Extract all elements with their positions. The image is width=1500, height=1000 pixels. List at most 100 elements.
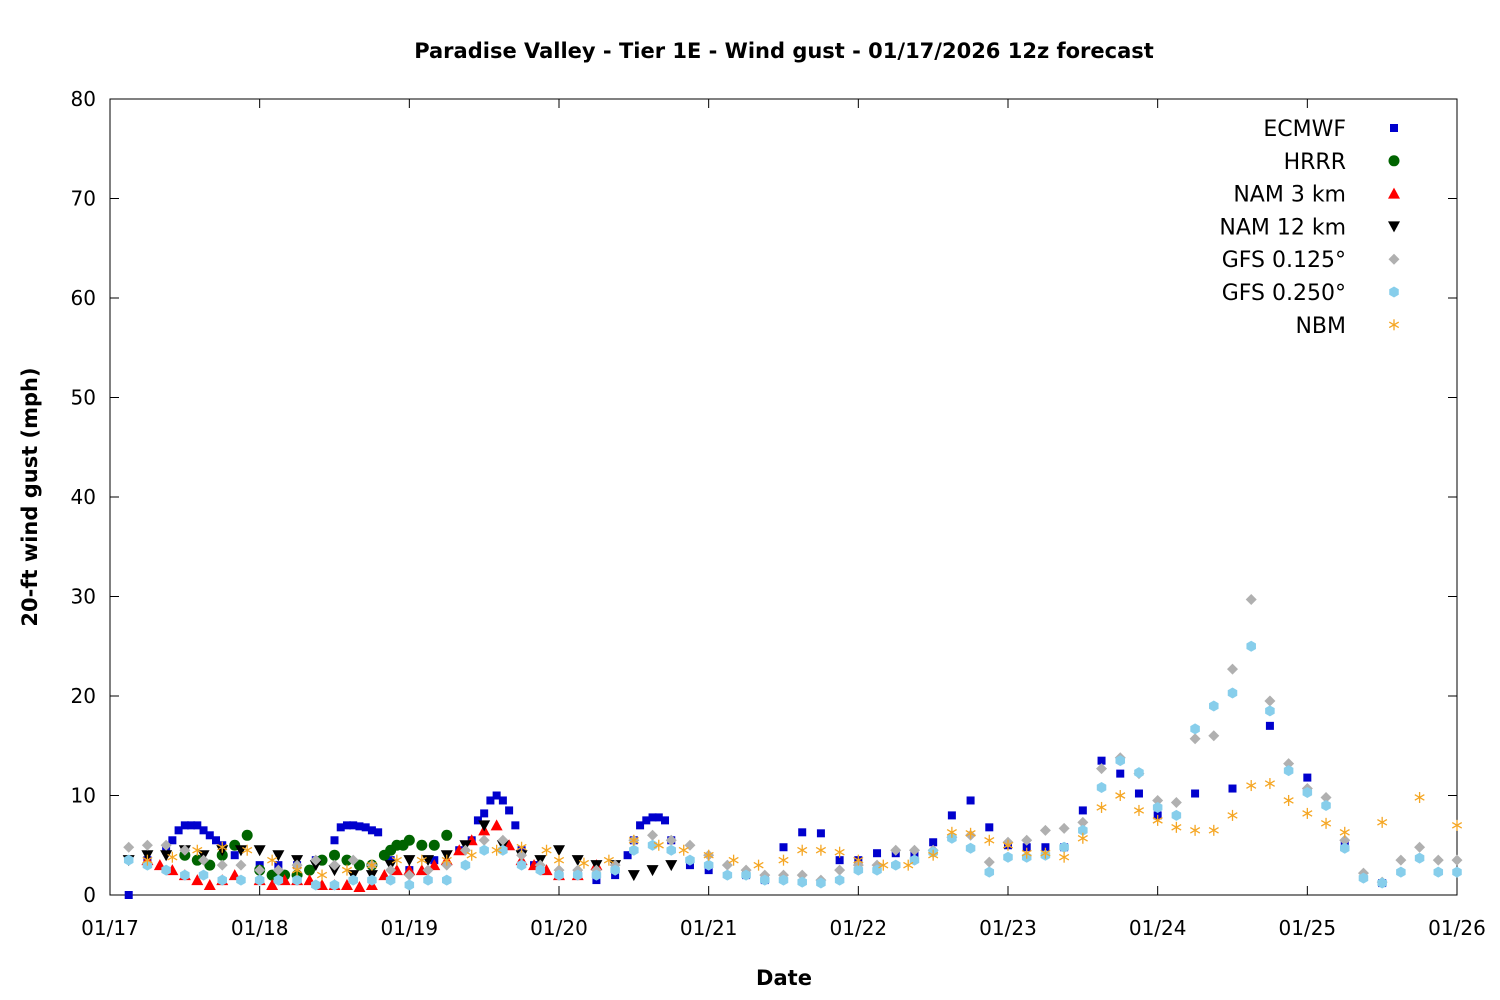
data-point bbox=[230, 851, 239, 860]
y-axis-title: 20-ft wind gust (mph) bbox=[18, 367, 42, 626]
data-point bbox=[123, 841, 135, 853]
data-point bbox=[1059, 851, 1070, 863]
data-point bbox=[511, 821, 520, 830]
legend-marker bbox=[1389, 286, 1399, 298]
data-point bbox=[329, 879, 340, 891]
data-point bbox=[478, 834, 490, 846]
data-point bbox=[946, 826, 957, 838]
data-point bbox=[1265, 721, 1274, 730]
data-point bbox=[367, 874, 377, 886]
data-point bbox=[666, 844, 677, 856]
data-point bbox=[1116, 769, 1125, 778]
data-point bbox=[947, 811, 956, 820]
data-point bbox=[217, 874, 228, 886]
data-point bbox=[1077, 816, 1089, 828]
x-tick-label: 01/18 bbox=[231, 916, 289, 940]
data-point bbox=[653, 839, 664, 851]
data-point bbox=[966, 796, 975, 805]
data-point bbox=[779, 843, 788, 852]
data-point bbox=[142, 854, 153, 866]
data-point bbox=[416, 839, 428, 851]
data-point bbox=[816, 829, 825, 838]
data-point bbox=[292, 874, 302, 886]
data-point bbox=[1096, 801, 1107, 813]
x-tick-label: 01/20 bbox=[530, 916, 588, 940]
legend-label: NAM 12 km bbox=[1219, 215, 1346, 240]
data-point bbox=[403, 834, 415, 846]
data-point bbox=[355, 822, 364, 831]
data-point bbox=[1021, 834, 1033, 846]
data-point bbox=[591, 869, 602, 881]
data-point bbox=[1171, 809, 1182, 821]
data-point bbox=[1245, 593, 1257, 605]
x-tick-label: 01/22 bbox=[830, 916, 888, 940]
data-point bbox=[385, 864, 397, 876]
data-point bbox=[266, 879, 279, 891]
data-point bbox=[1321, 799, 1331, 811]
y-tick-label: 0 bbox=[83, 883, 96, 907]
data-point bbox=[908, 844, 920, 856]
data-point bbox=[1414, 852, 1425, 864]
data-point bbox=[947, 832, 957, 844]
data-point bbox=[353, 859, 365, 871]
data-point bbox=[341, 854, 353, 866]
data-point bbox=[1078, 806, 1087, 815]
x-axis-title: Date bbox=[756, 966, 812, 990]
data-point bbox=[205, 831, 214, 840]
data-point bbox=[554, 869, 564, 881]
data-point bbox=[578, 857, 590, 869]
data-point bbox=[180, 869, 190, 881]
data-point bbox=[1227, 663, 1238, 675]
data-point bbox=[627, 870, 640, 882]
data-point bbox=[329, 849, 340, 861]
data-point bbox=[1227, 687, 1238, 699]
data-point bbox=[853, 864, 864, 876]
legend-marker bbox=[1388, 155, 1400, 167]
data-point bbox=[192, 844, 203, 856]
data-point bbox=[647, 829, 659, 841]
data-point bbox=[180, 821, 189, 830]
legend-marker bbox=[1388, 253, 1400, 265]
data-point bbox=[272, 864, 284, 876]
data-point bbox=[385, 874, 396, 886]
data-point bbox=[1283, 758, 1295, 770]
data-point bbox=[478, 820, 491, 832]
legend-label: NAM 3 km bbox=[1233, 183, 1346, 208]
data-point bbox=[198, 854, 210, 866]
data-point bbox=[1320, 817, 1332, 829]
data-point bbox=[236, 874, 246, 886]
x-tick-label: 01/19 bbox=[381, 916, 439, 940]
data-point bbox=[403, 855, 416, 867]
data-point bbox=[167, 851, 178, 863]
data-point bbox=[199, 826, 208, 835]
data-point bbox=[349, 821, 358, 830]
data-point bbox=[654, 813, 663, 822]
data-point bbox=[179, 844, 191, 856]
data-point bbox=[834, 846, 845, 858]
data-point bbox=[665, 834, 677, 846]
data-point bbox=[1452, 866, 1462, 878]
data-point bbox=[428, 839, 440, 851]
data-point bbox=[361, 823, 370, 832]
data-point bbox=[834, 874, 845, 886]
data-point bbox=[1058, 822, 1070, 834]
y-tick-label: 80 bbox=[71, 87, 96, 111]
data-point bbox=[572, 869, 583, 881]
data-point bbox=[985, 823, 994, 832]
data-point bbox=[174, 826, 183, 835]
data-point bbox=[541, 844, 552, 856]
data-point bbox=[291, 864, 303, 876]
data-point bbox=[834, 864, 846, 876]
data-point bbox=[929, 838, 938, 847]
data-point bbox=[610, 864, 620, 876]
data-point bbox=[254, 864, 266, 876]
data-point bbox=[267, 854, 278, 866]
data-point bbox=[516, 849, 528, 861]
data-point bbox=[403, 869, 415, 881]
data-point bbox=[796, 869, 808, 881]
data-point bbox=[1339, 842, 1350, 854]
data-point bbox=[191, 854, 203, 866]
data-point bbox=[984, 834, 995, 846]
data-point bbox=[1283, 765, 1294, 777]
data-point bbox=[141, 839, 153, 851]
